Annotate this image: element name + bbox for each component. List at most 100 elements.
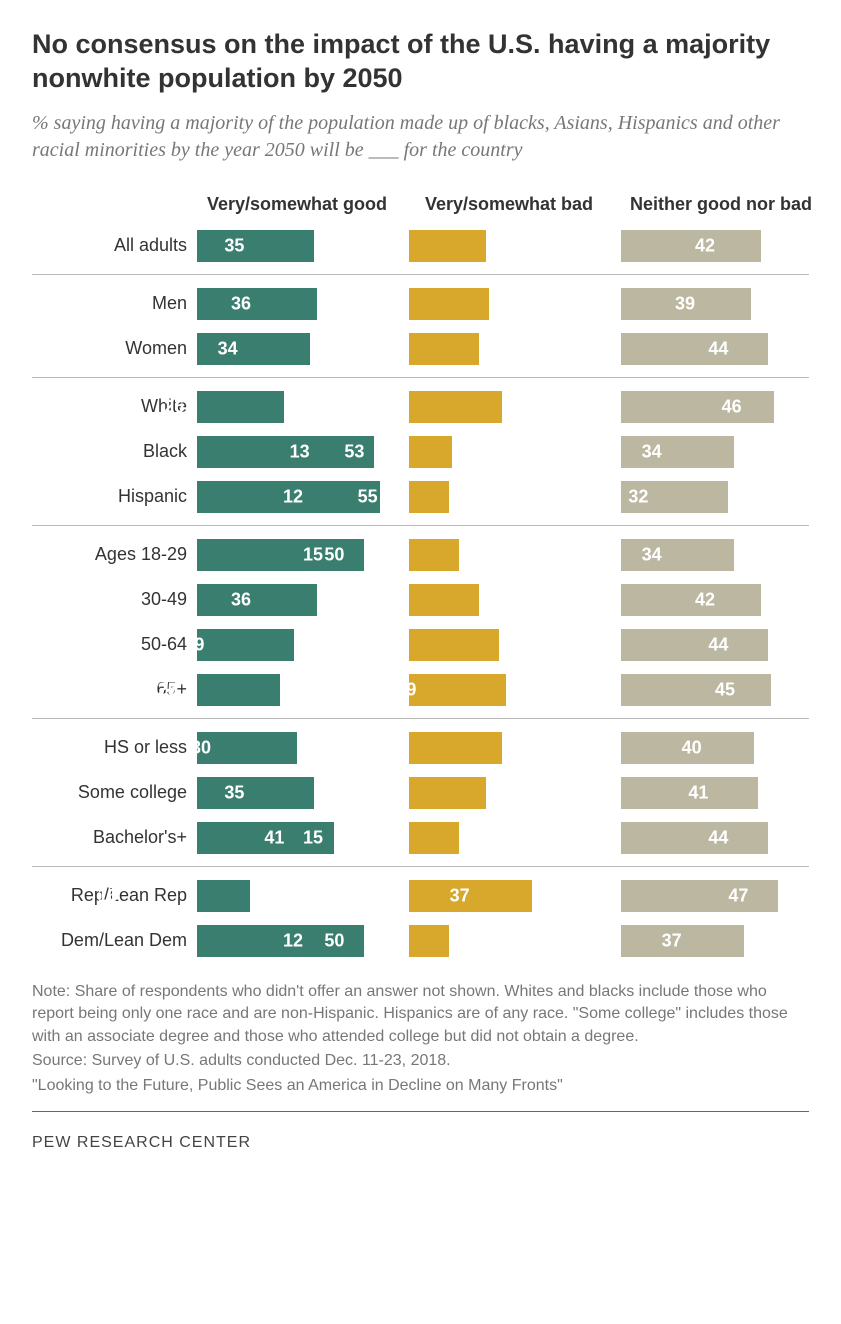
group-divider — [32, 525, 809, 526]
row-label: Women — [32, 338, 197, 359]
bar-cell: 44 — [621, 333, 821, 365]
bar-value: 23 — [356, 235, 479, 256]
bar-cell: 24 — [409, 288, 609, 320]
row-label: HS or less — [32, 737, 197, 758]
row-label: Some college — [32, 782, 197, 803]
row-label: Dem/Lean Dem — [32, 930, 197, 951]
bar-value: 42 — [695, 589, 755, 610]
data-row: Some college 35 23 41 — [32, 770, 809, 815]
data-row: All adults352342 — [32, 223, 809, 268]
column-header: Neither good nor bad — [621, 194, 821, 224]
bar-cell: 15 — [409, 539, 609, 571]
column-header: Very/somewhat good — [197, 194, 397, 224]
bar-cell: 28 — [409, 732, 609, 764]
bar-value: 34 — [218, 338, 305, 359]
bar-value: 35 — [224, 782, 307, 803]
bar-cell: 16 — [197, 880, 397, 912]
chart-title: No consensus on the impact of the U.S. h… — [32, 28, 809, 96]
bar-cell: 44 — [621, 822, 821, 854]
bar-cell: 15 — [409, 822, 609, 854]
bar-cell: 21 — [409, 584, 609, 616]
bar-value: 36 — [231, 589, 311, 610]
chart-body: Very/somewhat goodVery/somewhat badNeith… — [32, 194, 809, 964]
bar-value: 23 — [356, 782, 479, 803]
chart-report: "Looking to the Future, Public Sees an A… — [32, 1075, 809, 1097]
bar-value: 42 — [695, 235, 755, 256]
bar-value: 44 — [708, 827, 761, 848]
data-row: Ages 18-29501534 — [32, 532, 809, 577]
group-divider — [32, 866, 809, 867]
bar-cell: 13 — [409, 436, 609, 468]
bar-cell: 34 — [621, 436, 821, 468]
bar-value: 35 — [224, 235, 307, 256]
bar-value: 29 — [396, 679, 499, 700]
group-divider — [32, 274, 809, 275]
bar-value: 28 — [390, 396, 497, 417]
chart-note: Note: Share of respondents who didn't of… — [32, 981, 809, 1048]
bar-value: 46 — [722, 396, 769, 417]
group-divider — [32, 718, 809, 719]
footer-divider — [32, 1111, 809, 1112]
row-label: Black — [32, 441, 197, 462]
bar-value: 25 — [158, 679, 275, 700]
bar-value: 44 — [708, 338, 761, 359]
data-row: Bachelor's+411544 — [32, 815, 809, 860]
bar-value: 36 — [231, 293, 311, 314]
bar-value: 37 — [662, 930, 739, 951]
bar-value: 34 — [642, 544, 729, 565]
data-row: Black531334 — [32, 429, 809, 474]
bar-cell: 26 — [197, 391, 397, 423]
group-divider — [32, 377, 809, 378]
bar-cell: 30 — [197, 732, 397, 764]
bar-value: 40 — [682, 737, 749, 758]
data-row: Hispanic551232 — [32, 474, 809, 519]
bar-value: 27 — [383, 634, 493, 655]
bar-value: 41 — [688, 782, 751, 803]
bar-cell: 23 — [409, 230, 609, 262]
bar-value: 26 — [164, 396, 277, 417]
data-row: Women 34 21 44 — [32, 326, 809, 371]
bar-cell: 29 — [409, 674, 609, 706]
bar-value: 44 — [708, 634, 761, 655]
bar-value: 37 — [450, 885, 527, 906]
bar-value: 15 — [303, 827, 453, 848]
chart-container: No consensus on the impact of the U.S. h… — [0, 0, 841, 1172]
bar-value: 45 — [715, 679, 765, 700]
bar-value: 28 — [390, 737, 497, 758]
bar-cell: 21 — [409, 333, 609, 365]
data-row: Dem/Lean Dem501237 — [32, 918, 809, 963]
bar-cell: 42 — [621, 584, 821, 616]
row-label: Hispanic — [32, 486, 197, 507]
bar-cell: 41 — [621, 777, 821, 809]
data-row: 50-6429 27 44 — [32, 622, 809, 667]
data-row: Men 36 24 39 — [32, 281, 809, 326]
bar-value: 47 — [728, 885, 771, 906]
bar-value: 12 — [283, 486, 443, 507]
bar-value: 32 — [628, 486, 721, 507]
data-row: 65+252945 — [32, 667, 809, 712]
chart-subtitle: % saying having a majority of the popula… — [32, 110, 809, 164]
row-label: Bachelor's+ — [32, 827, 197, 848]
column-headers: Very/somewhat goodVery/somewhat badNeith… — [32, 194, 809, 224]
row-label: Men — [32, 293, 197, 314]
data-row: Rep/Lean Rep163747 — [32, 873, 809, 918]
bar-value: 21 — [343, 338, 473, 359]
bar-value: 13 — [290, 441, 447, 462]
data-row: White262846 — [32, 384, 809, 429]
row-label: 30-49 — [32, 589, 197, 610]
bar-value: 29 — [184, 634, 287, 655]
chart-footer: PEW RESEARCH CENTER — [32, 1134, 809, 1152]
bar-value: 39 — [675, 293, 745, 314]
bar-cell: 25 — [197, 674, 397, 706]
bar-value: 34 — [642, 441, 729, 462]
bar-cell: 46 — [621, 391, 821, 423]
bar-value: 15 — [303, 544, 453, 565]
bar-value: 30 — [191, 737, 291, 758]
bar-cell: 37 — [409, 880, 609, 912]
row-label: Ages 18-29 — [32, 544, 197, 565]
bar-cell: 27 — [409, 629, 609, 661]
bar-value: 24 — [363, 293, 483, 314]
row-label: 50-64 — [32, 634, 197, 655]
bar-cell: 42 — [621, 230, 821, 262]
bar-cell: 23 — [409, 777, 609, 809]
